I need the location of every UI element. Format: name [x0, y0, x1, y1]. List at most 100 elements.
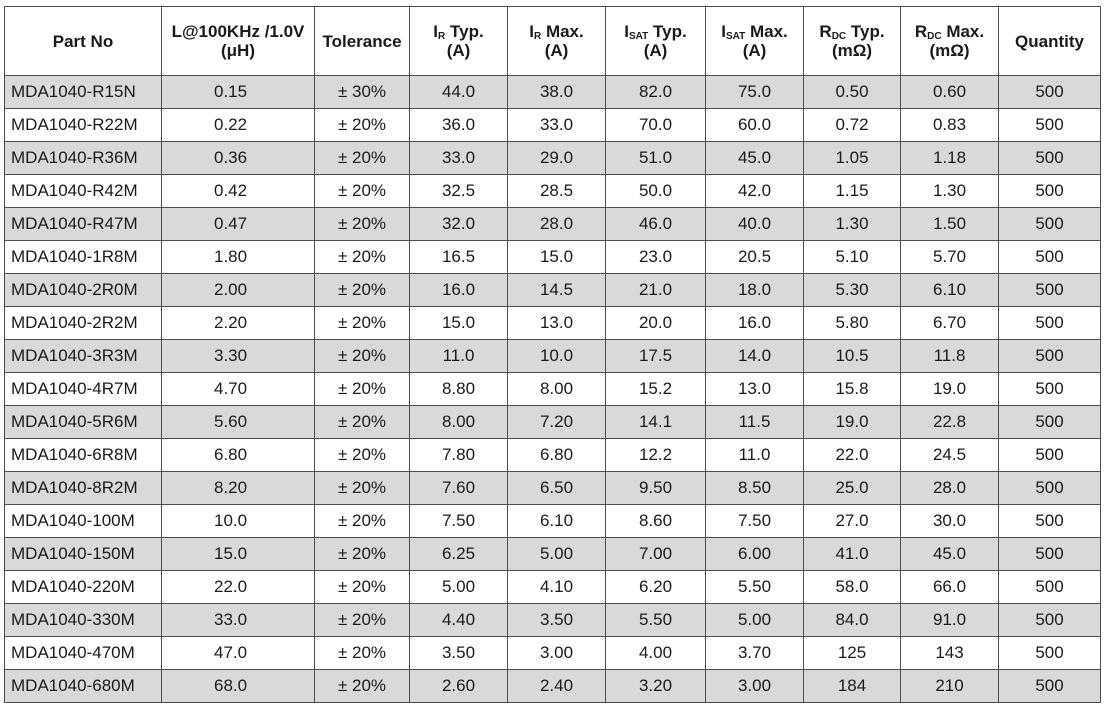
cell-isat-max: 16.0: [705, 306, 804, 340]
header-row: Part No L@100KHz /1.0V (μH) Tolerance IR Typ…: [4, 6, 1101, 76]
cell-ir-max: 29.0: [507, 141, 606, 175]
table-row: MDA1040-1R8M 1.80 ± 20% 16.5 15.0 23.0 20.5 5.1…: [4, 240, 1101, 274]
cell-isat-max: 42.0: [705, 174, 804, 208]
cell-isat-typ: 70.0: [605, 108, 706, 142]
cell-part-no: MDA1040-4R7M: [4, 372, 162, 406]
cell-isat-typ: 46.0: [605, 207, 706, 241]
cell-part-no: MDA1040-2R2M: [4, 306, 162, 340]
cell-part-no: MDA1040-8R2M: [4, 471, 162, 505]
cell-quantity: 500: [998, 669, 1101, 703]
cell-ir-typ: 36.0: [409, 108, 508, 142]
cell-isat-max: 40.0: [705, 207, 804, 241]
cell-isat-max: 5.00: [705, 603, 804, 637]
cell-part-no: MDA1040-R22M: [4, 108, 162, 142]
cell-inductance: 4.70: [161, 372, 315, 406]
table-row: MDA1040-8R2M 8.20 ± 20% 7.60 6.50 9.50 8.50 25.…: [4, 471, 1101, 505]
cell-quantity: 500: [998, 372, 1101, 406]
column-header-ir-max: IR Max. (A): [507, 6, 606, 76]
cell-tolerance: ± 20%: [314, 504, 410, 538]
cell-isat-max: 8.50: [705, 471, 804, 505]
table-row: MDA1040-6R8M 6.80 ± 20% 7.80 6.80 12.2 11.0 22.…: [4, 438, 1101, 472]
cell-ir-max: 8.00: [507, 372, 606, 406]
column-header-part-no: Part No: [4, 6, 162, 76]
cell-rdc-typ: 10.5: [803, 339, 901, 373]
cell-rdc-typ: 125: [803, 636, 901, 670]
cell-part-no: MDA1040-1R8M: [4, 240, 162, 274]
cell-tolerance: ± 20%: [314, 537, 410, 571]
cell-part-no: MDA1040-R36M: [4, 141, 162, 175]
cell-isat-max: 60.0: [705, 108, 804, 142]
cell-rdc-typ: 0.72: [803, 108, 901, 142]
cell-isat-max: 7.50: [705, 504, 804, 538]
cell-rdc-max: 0.83: [900, 108, 999, 142]
cell-ir-max: 7.20: [507, 405, 606, 439]
column-header-rdc-max: RDC Max. (mΩ): [900, 6, 999, 76]
cell-inductance: 0.42: [161, 174, 315, 208]
cell-part-no: MDA1040-2R0M: [4, 273, 162, 307]
cell-inductance: 68.0: [161, 669, 315, 703]
cell-isat-typ: 12.2: [605, 438, 706, 472]
column-header-label: RDC Max.: [914, 22, 985, 42]
cell-isat-typ: 23.0: [605, 240, 706, 274]
cell-tolerance: ± 20%: [314, 438, 410, 472]
cell-ir-max: 33.0: [507, 108, 606, 142]
cell-isat-max: 20.5: [705, 240, 804, 274]
cell-rdc-max: 28.0: [900, 471, 999, 505]
cell-quantity: 500: [998, 339, 1101, 373]
table-row: MDA1040-470M 47.0 ± 20% 3.50 3.00 4.00 3.70 125…: [4, 636, 1101, 670]
cell-ir-max: 5.00: [507, 537, 606, 571]
cell-rdc-typ: 84.0: [803, 603, 901, 637]
cell-tolerance: ± 20%: [314, 636, 410, 670]
cell-quantity: 500: [998, 207, 1101, 241]
cell-isat-typ: 20.0: [605, 306, 706, 340]
cell-part-no: MDA1040-330M: [4, 603, 162, 637]
cell-quantity: 500: [998, 141, 1101, 175]
cell-ir-max: 6.50: [507, 471, 606, 505]
cell-inductance: 0.47: [161, 207, 315, 241]
cell-ir-max: 6.10: [507, 504, 606, 538]
cell-tolerance: ± 20%: [314, 372, 410, 406]
cell-ir-max: 28.5: [507, 174, 606, 208]
table-row: MDA1040-3R3M 3.30 ± 20% 11.0 10.0 17.5 14.0 10.…: [4, 339, 1101, 373]
cell-rdc-typ: 22.0: [803, 438, 901, 472]
cell-rdc-typ: 5.80: [803, 306, 901, 340]
cell-isat-typ: 21.0: [605, 273, 706, 307]
cell-ir-typ: 15.0: [409, 306, 508, 340]
column-header-subscript: R: [438, 31, 446, 42]
cell-ir-typ: 7.50: [409, 504, 508, 538]
cell-inductance: 6.80: [161, 438, 315, 472]
cell-inductance: 22.0: [161, 570, 315, 604]
cell-ir-max: 10.0: [507, 339, 606, 373]
cell-quantity: 500: [998, 504, 1101, 538]
cell-ir-typ: 16.5: [409, 240, 508, 274]
cell-ir-max: 3.00: [507, 636, 606, 670]
cell-rdc-max: 6.70: [900, 306, 999, 340]
cell-part-no: MDA1040-3R3M: [4, 339, 162, 373]
cell-isat-typ: 7.00: [605, 537, 706, 571]
column-header-unit: (A): [742, 41, 767, 60]
cell-tolerance: ± 20%: [314, 108, 410, 142]
cell-tolerance: ± 20%: [314, 603, 410, 637]
column-header-subscript: SAT: [629, 31, 649, 42]
table-row: MDA1040-100M 10.0 ± 20% 7.50 6.10 8.60 7.50 27.…: [4, 504, 1101, 538]
cell-inductance: 47.0: [161, 636, 315, 670]
table-row: MDA1040-150M 15.0 ± 20% 6.25 5.00 7.00 6.00 41.…: [4, 537, 1101, 571]
table-row: MDA1040-220M 22.0 ± 20% 5.00 4.10 6.20 5.50 58.…: [4, 570, 1101, 604]
cell-ir-max: 13.0: [507, 306, 606, 340]
cell-isat-typ: 50.0: [605, 174, 706, 208]
cell-part-no: MDA1040-R47M: [4, 207, 162, 241]
cell-tolerance: ± 20%: [314, 273, 410, 307]
column-header-unit: (μH): [221, 41, 255, 60]
cell-isat-typ: 4.00: [605, 636, 706, 670]
cell-part-no: MDA1040-6R8M: [4, 438, 162, 472]
cell-quantity: 500: [998, 603, 1101, 637]
table-row: MDA1040-R42M 0.42 ± 20% 32.5 28.5 50.0 42.0 1.1…: [4, 174, 1101, 208]
cell-rdc-max: 30.0: [900, 504, 999, 538]
cell-ir-typ: 32.5: [409, 174, 508, 208]
cell-inductance: 0.22: [161, 108, 315, 142]
cell-isat-typ: 17.5: [605, 339, 706, 373]
table-row: MDA1040-5R6M 5.60 ± 20% 8.00 7.20 14.1 11.5 19.…: [4, 405, 1101, 439]
cell-ir-typ: 5.00: [409, 570, 508, 604]
column-header-label: ISAT Typ.: [624, 22, 687, 42]
cell-ir-max: 6.80: [507, 438, 606, 472]
